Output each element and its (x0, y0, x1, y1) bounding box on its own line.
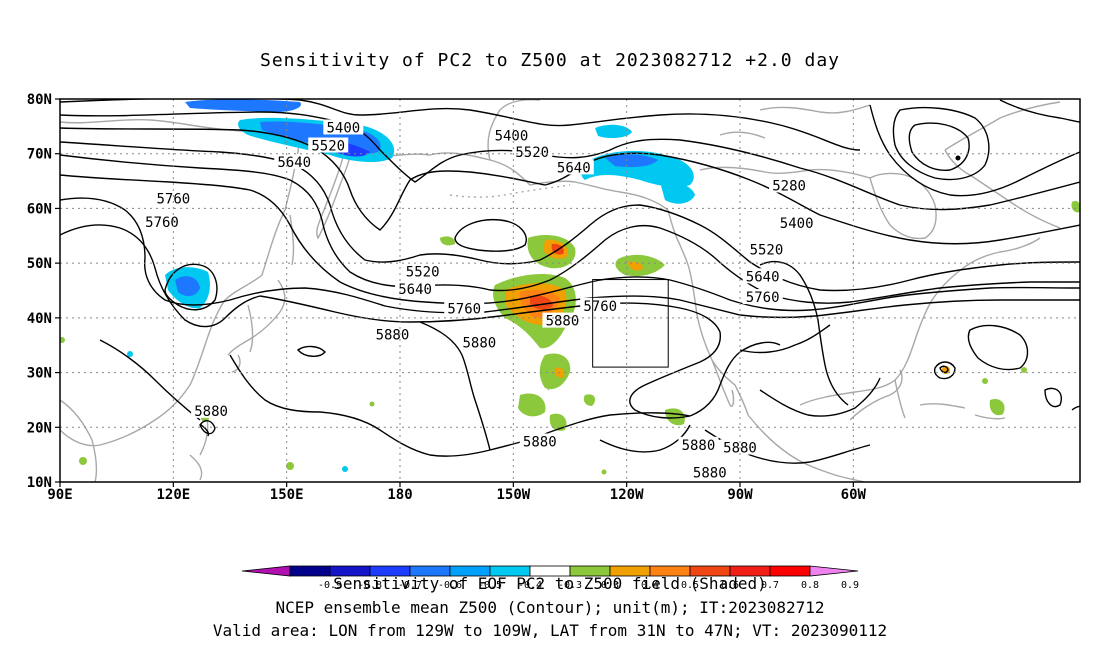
contour-label: 5760 (444, 300, 485, 318)
lat-label: 40N (27, 311, 52, 327)
svg-text:5520: 5520 (311, 139, 345, 155)
contour-label: 5880 (191, 402, 232, 420)
svg-text:5400: 5400 (326, 120, 360, 136)
svg-text:5760: 5760 (156, 192, 190, 208)
colorbar-label: -0.7 (398, 580, 422, 591)
svg-text:5520: 5520 (750, 242, 784, 258)
svg-text:5760: 5760 (746, 290, 780, 306)
caption-contour: NCEP ensemble mean Z500 (Contour); unit(… (275, 598, 825, 617)
svg-text:5640: 5640 (746, 269, 780, 285)
valid-area-box (592, 279, 669, 368)
lon-label: 120E (156, 487, 190, 503)
colorbar-label: -0.9 (318, 580, 342, 591)
contour-label: 5760 (580, 297, 621, 315)
contour-label: 5400 (323, 119, 364, 136)
colorbar-label: 0.8 (801, 580, 819, 591)
lat-label: 10N (27, 475, 52, 491)
lon-label: 90W (727, 487, 753, 503)
svg-text:5280: 5280 (772, 178, 806, 194)
map-frame (59, 98, 1081, 483)
colorbar-label: -0.4 (518, 580, 542, 591)
contour-label: 5880 (459, 334, 500, 351)
lat-label: 50N (27, 256, 52, 272)
contour-label: 5640 (742, 268, 783, 285)
svg-text:5400: 5400 (495, 129, 529, 145)
lat-label: 70N (27, 147, 52, 163)
colorbar-label: -0.3 (558, 580, 582, 591)
contour-label: 5760 (142, 214, 182, 231)
svg-text:5880: 5880 (682, 438, 716, 454)
lat-label: 20N (27, 420, 52, 436)
colorbar-label: 0.7 (761, 580, 779, 591)
svg-text:5520: 5520 (515, 145, 549, 161)
colorbar-label: -0.6 (438, 580, 462, 591)
contour-label: 5880 (372, 326, 413, 343)
svg-text:5640: 5640 (557, 160, 591, 176)
contour-label: 5640 (553, 159, 594, 176)
svg-text:5520: 5520 (406, 264, 440, 280)
colorbar-label: 0.9 (841, 580, 859, 591)
lon-label: 180 (387, 487, 412, 503)
lon-label: 60W (841, 487, 867, 503)
contour-label: 5520 (512, 144, 553, 161)
lat-label: 60N (27, 201, 52, 217)
contour-label: 5760 (153, 190, 194, 208)
svg-text:5400: 5400 (780, 216, 814, 232)
colorbar: -0.9 -0.8 -0.7 -0.6 -0.5 -0.4 -0.3 0.3 0.4 0.5 0.6… (241, 565, 859, 591)
svg-text:5880: 5880 (693, 466, 727, 482)
low-center-marker (955, 155, 961, 161)
lat-label: 30N (27, 366, 52, 382)
colorbar-label: 0.5 (681, 580, 699, 591)
contour-label: 5520 (746, 241, 787, 258)
contour-label: 5880 (689, 464, 730, 482)
contour-label: 5640 (274, 153, 315, 171)
lon-label: 150W (496, 487, 530, 503)
lon-label: 150E (270, 487, 304, 503)
contour-label: 5880 (678, 436, 719, 454)
contour-labels: 5400552056405760576054005520564052805400… (142, 119, 817, 482)
svg-text:5760: 5760 (145, 215, 179, 231)
colorbar-label: 0.4 (641, 580, 659, 591)
chart-title: Sensitivity of PC2 to Z500 at 2023082712… (259, 50, 840, 71)
svg-text:5880: 5880 (462, 335, 496, 351)
gridlines (60, 99, 1080, 482)
contour-label: 5520 (308, 137, 349, 155)
colorbar-label: 0.3 (601, 580, 619, 591)
svg-text:5760: 5760 (447, 302, 481, 318)
contour-label: 5280 (769, 177, 810, 194)
svg-text:5880: 5880 (194, 404, 228, 420)
contour-label: 5520 (402, 263, 443, 280)
contour-label: 5640 (395, 280, 436, 298)
colorbar-max-triangle (809, 565, 859, 577)
contour-label: 5880 (542, 312, 583, 330)
lon-label: 120W (610, 487, 644, 503)
svg-text:5640: 5640 (398, 282, 432, 298)
svg-text:5880: 5880 (523, 435, 557, 451)
svg-text:5880: 5880 (376, 327, 410, 343)
contour-label: 5400 (491, 127, 532, 145)
lat-label: 80N (27, 92, 52, 108)
colorbar-label: -0.5 (478, 580, 502, 591)
svg-text:5880: 5880 (546, 314, 580, 330)
contour-label: 5400 (776, 215, 817, 232)
coastlines (60, 99, 1061, 482)
svg-text:5760: 5760 (583, 299, 617, 315)
lon-label: 90E (47, 487, 72, 503)
colorbar-label: -0.8 (358, 580, 382, 591)
caption-valid-area: Valid area: LON from 129W to 109W, LAT f… (212, 621, 888, 640)
contour-label: 5880 (519, 433, 560, 451)
caption-shading: Sensitivity of EOF PC2 to Z500 field (Sh… (333, 574, 767, 593)
svg-text:5640: 5640 (277, 155, 311, 171)
contour-label: 5760 (742, 289, 783, 306)
colorbar-label: 0.6 (721, 580, 739, 591)
